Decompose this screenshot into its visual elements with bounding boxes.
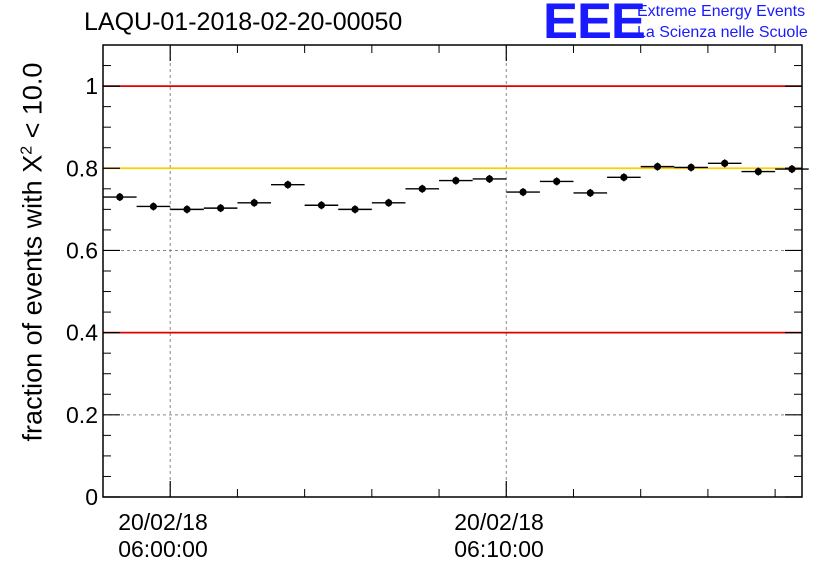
- x-tick-label-time: 06:00:00: [118, 536, 208, 562]
- x-tick-label-date: 20/02/18: [118, 509, 208, 535]
- data-point: [721, 159, 729, 167]
- data-point: [687, 163, 695, 172]
- data-point: [217, 204, 225, 212]
- x-tick-label-time: 06:10:00: [454, 536, 544, 562]
- data-point: [788, 165, 796, 173]
- chart-title: LAQU-01-2018-02-20-00050: [84, 8, 403, 36]
- x-tick-label-date: 20/02/18: [454, 509, 544, 535]
- y-tick-label: 0.4: [66, 320, 98, 346]
- logo-line-2: La Scienza nelle Scuole: [637, 24, 808, 41]
- data-point: [250, 199, 258, 207]
- data-points: [103, 159, 809, 214]
- data-point: [385, 199, 393, 207]
- eee-logo: EEE Extreme Energy Events La Scienza nel…: [543, 0, 833, 48]
- data-point: [183, 205, 191, 213]
- data-point: [116, 193, 124, 201]
- data-point: [149, 202, 158, 211]
- y-tick-labels: 0 0.2 0.4 0.6 0.8 1: [66, 73, 98, 510]
- eee-logo-mark: EEE: [543, 0, 646, 49]
- y-tick-label: 1: [85, 73, 98, 99]
- grid-layer: [103, 45, 802, 497]
- y-axis-label-symbol: X: [17, 154, 48, 173]
- data-point: [351, 205, 359, 213]
- y-axis-label-suffix: < 10.0: [17, 62, 48, 146]
- y-tick-label: 0.2: [66, 402, 98, 428]
- y-axis-label-superscript: 2: [18, 145, 36, 155]
- data-point: [284, 181, 292, 189]
- y-axis-label: fraction of events with X2 < 10.0: [18, 63, 49, 442]
- data-point: [754, 167, 762, 176]
- x-tick-label-0610: 20/02/18 06:10:00: [454, 509, 544, 563]
- data-point: [418, 185, 426, 193]
- data-point: [553, 177, 561, 186]
- data-point: [519, 188, 527, 196]
- data-point: [620, 173, 628, 181]
- data-point: [452, 177, 460, 185]
- data-point: [653, 163, 662, 171]
- data-point: [485, 175, 494, 183]
- y-tick-label: 0.8: [66, 155, 98, 181]
- axis-ticks: [102, 44, 802, 498]
- data-point: [586, 189, 594, 197]
- reference-lines: [103, 85, 802, 334]
- y-tick-label: 0.6: [66, 237, 98, 263]
- logo-line-1: Extreme Energy Events: [637, 3, 806, 20]
- x-tick-label-0600: 20/02/18 06:00:00: [118, 509, 208, 563]
- data-point: [317, 201, 326, 209]
- y-axis-label-prefix: fraction of events with: [17, 172, 48, 442]
- plot-frame: [102, 44, 803, 498]
- y-tick-label: 0: [85, 484, 98, 510]
